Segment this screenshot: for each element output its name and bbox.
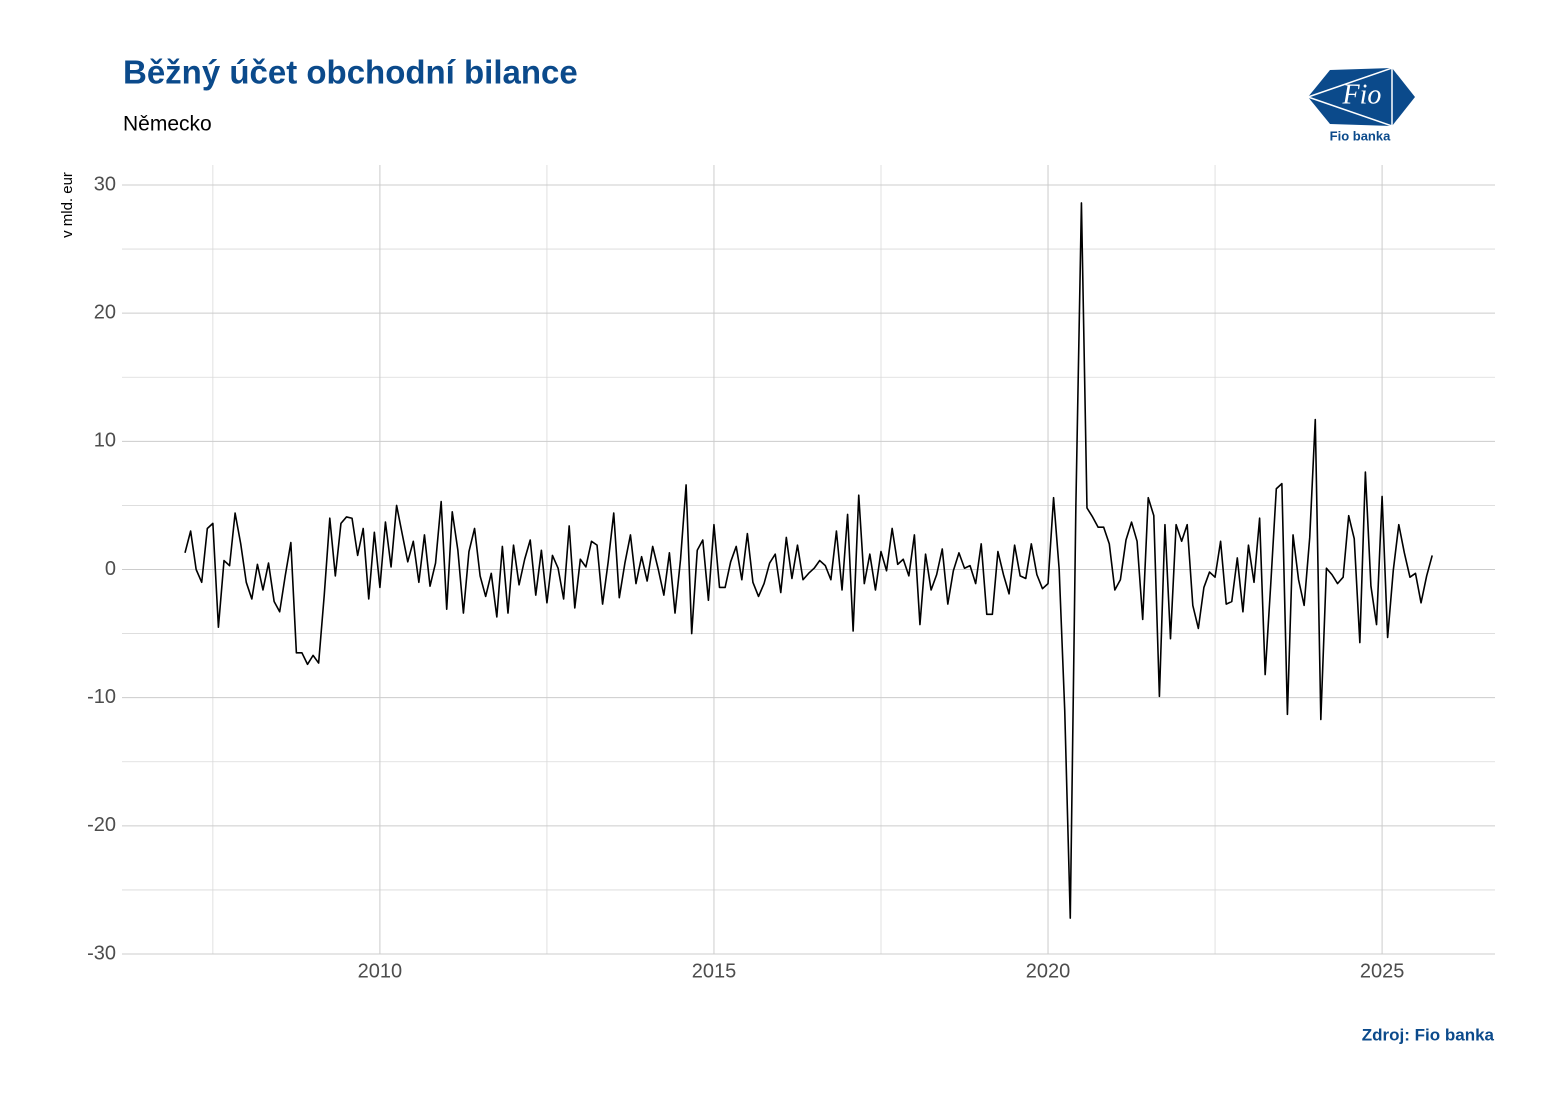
y-tick-label: -20 (87, 814, 116, 836)
y-axis-label: v mld. eur (59, 172, 76, 238)
chart-subtitle: Německo (123, 113, 212, 136)
y-tick-label: -10 (87, 686, 116, 708)
y-tick-label: 0 (105, 558, 116, 580)
chart-title: Běžný účet obchodní bilance (123, 54, 578, 91)
logo-mark: Fio (1342, 79, 1382, 110)
x-tick-label: 2025 (1360, 960, 1405, 982)
y-tick-label: -30 (87, 942, 116, 964)
x-tick-label: 2020 (1026, 960, 1071, 982)
y-tick-label: 10 (94, 430, 116, 452)
logo-flag (1308, 68, 1415, 126)
data-line (184, 202, 1433, 919)
x-tick-label: 2010 (358, 960, 403, 982)
y-tick-label: 30 (94, 173, 116, 195)
logo-name: Fio banka (1330, 128, 1391, 143)
x-tick-label: 2015 (692, 960, 737, 982)
y-tick-label: 20 (94, 301, 116, 323)
source: Zdroj: Fio banka (1362, 1025, 1495, 1044)
logo: Fio Fio banka (1307, 66, 1415, 143)
logo-outline (1307, 66, 1393, 128)
